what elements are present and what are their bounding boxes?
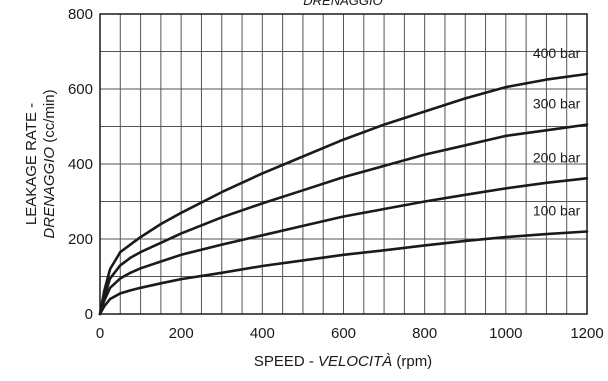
y-tick-label: 400: [68, 156, 93, 173]
plot-frame: [99, 13, 588, 315]
chart-title: DRENAGGIO: [303, 0, 382, 8]
grid: [100, 14, 587, 314]
series-label: 300 bar: [533, 96, 581, 112]
series-group: [98, 72, 589, 316]
x-tick-label: 0: [96, 325, 104, 342]
y-tick-label: 600: [68, 81, 93, 98]
x-tick-label: 1200: [570, 325, 603, 342]
series-labels: 400 bar 300 bar 200 bar 100 bar: [533, 45, 581, 219]
x-axis-label: SPEED - VELOCITÀ (rpm): [254, 353, 432, 370]
y-tick-label: 800: [68, 6, 93, 23]
x-tick-label: 200: [169, 325, 194, 342]
x-tick-label: 1000: [489, 325, 522, 342]
series-label: 400 bar: [533, 45, 581, 61]
y-axis-label-line1: LEAKAGE RATE -: [23, 103, 40, 225]
series-line: [98, 72, 589, 316]
y-tick-label: 0: [85, 306, 93, 323]
x-tick-label: 400: [250, 325, 275, 342]
y-tick-label: 200: [68, 231, 93, 248]
series-label: 200 bar: [533, 149, 581, 165]
series-line: [98, 230, 589, 316]
y-ticks: 0 200 400 600 800: [68, 6, 93, 323]
x-ticks: 0 200 400 600 800 1000 1200: [96, 325, 604, 342]
y-axis-label-line2: DRENAGGIO (cc/min): [41, 89, 58, 238]
series-line: [98, 177, 589, 316]
series-line: [98, 123, 589, 316]
series-label: 100 bar: [533, 203, 581, 219]
x-tick-label: 800: [412, 325, 437, 342]
x-tick-label: 600: [331, 325, 356, 342]
